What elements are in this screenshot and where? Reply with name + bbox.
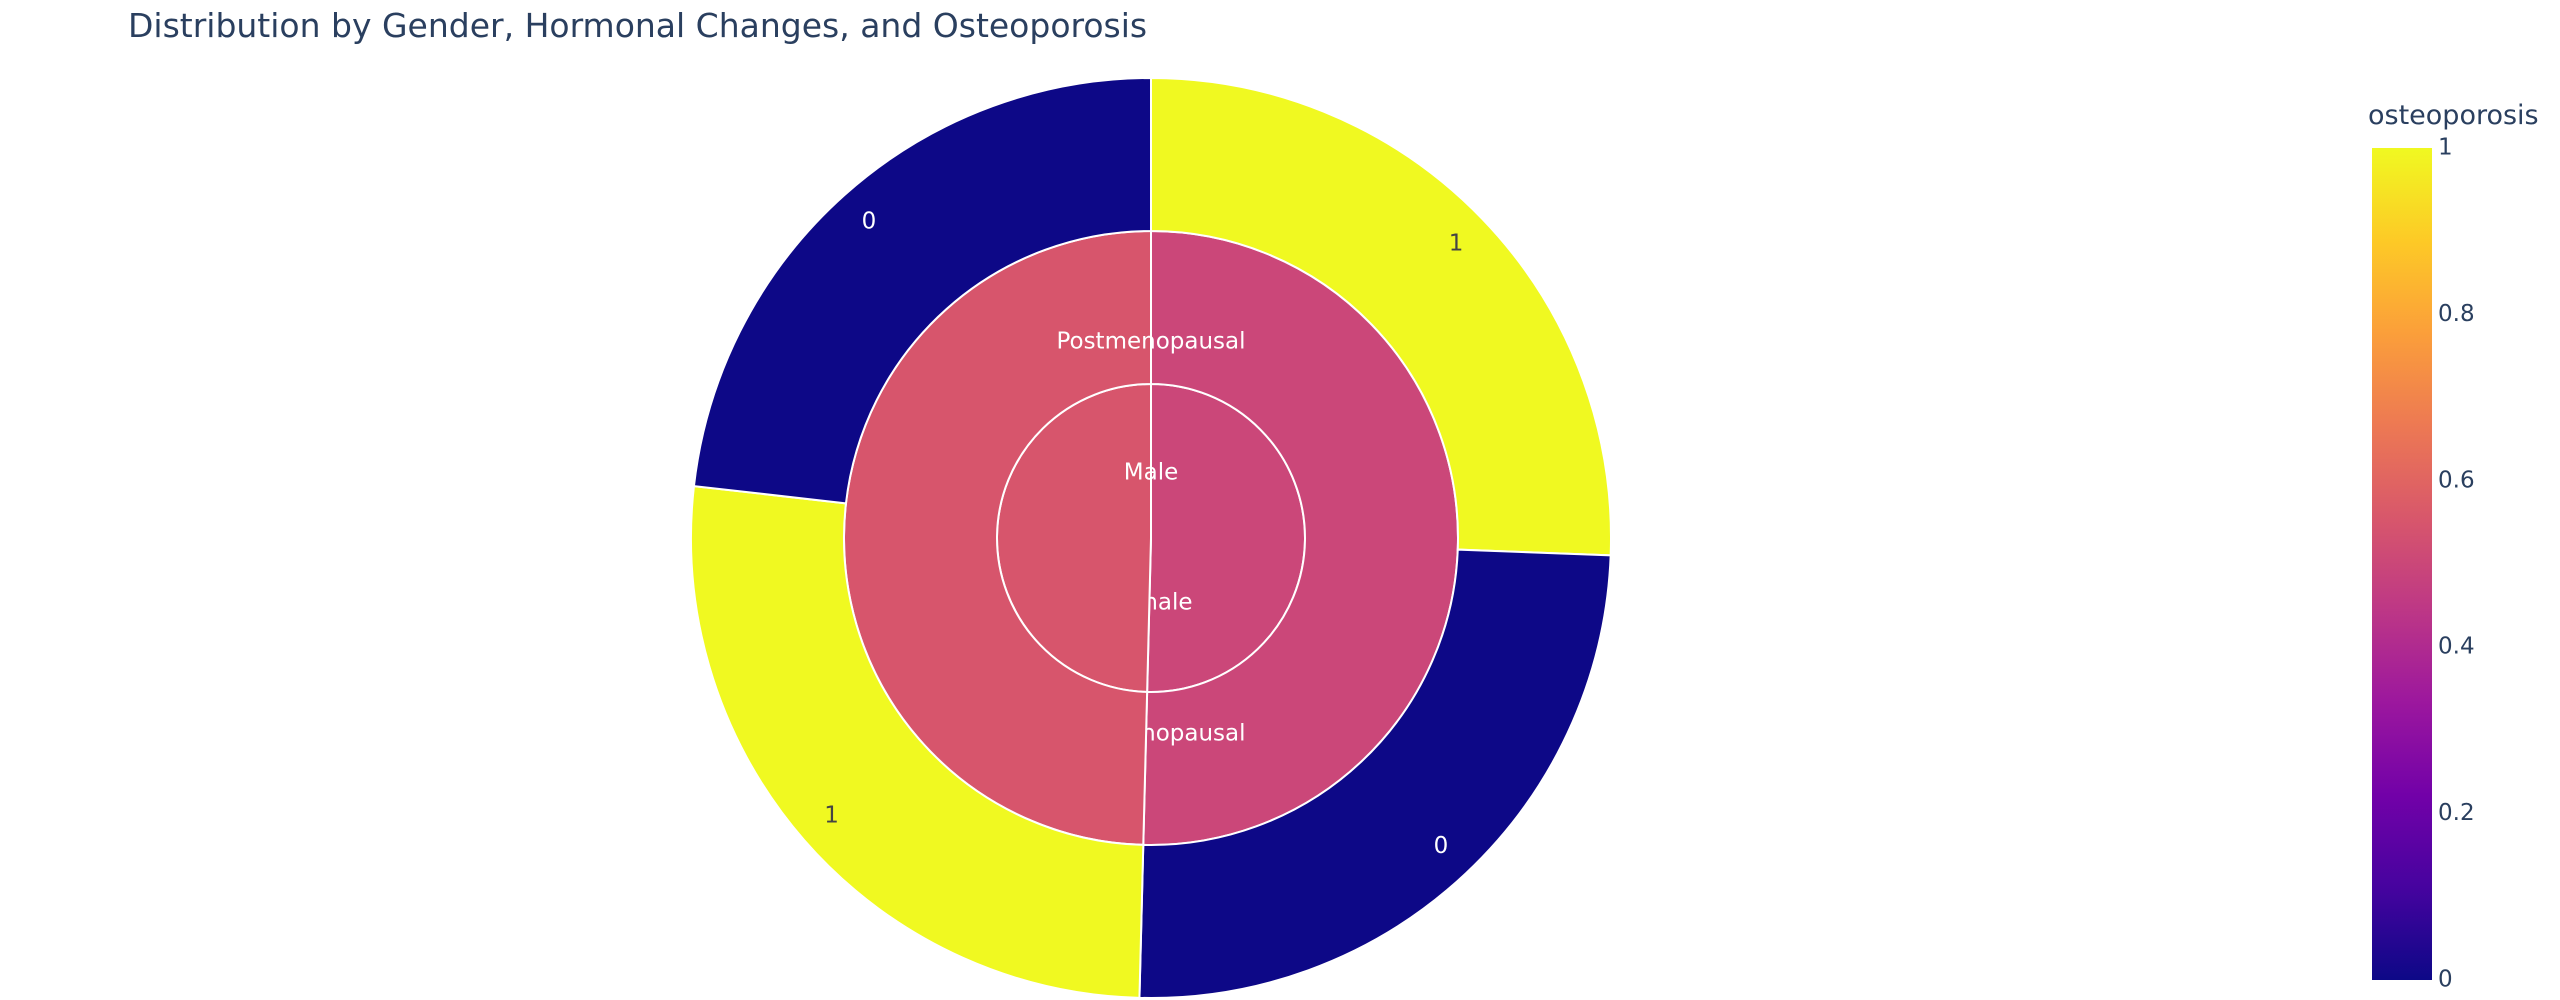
colorbar-tick-label: 0.2 <box>2438 800 2475 826</box>
colorbar: osteoporosis 0 0.2 0.4 0.6 0.8 1 <box>2360 0 2560 1000</box>
colorbar-gradient <box>2372 148 2432 980</box>
sunburst-label: 1 <box>824 803 839 829</box>
colorbar-tick-label: 0.8 <box>2438 301 2475 327</box>
sunburst-segment-female-postmenopausal-0[interactable]: 0 <box>1138 548 1612 999</box>
chart-title: Distribution by Gender, Hormonal Changes… <box>128 6 1148 45</box>
sunburst-wedge[interactable] <box>690 484 1145 999</box>
sunburst-segment-male-postmenopausal-1[interactable]: 1 <box>690 484 1145 999</box>
sunburst-wedge[interactable] <box>1150 76 1612 557</box>
colorbar-tick-label: 0.4 <box>2438 634 2475 660</box>
sunburst-label: 0 <box>862 209 877 235</box>
colorbar-title: osteoporosis <box>2368 100 2539 131</box>
sunburst-wedge[interactable] <box>1138 548 1612 999</box>
sunburst-segment-male-postmenopausal-0[interactable]: 0 <box>692 76 1152 505</box>
colorbar-tick-label: 1 <box>2438 135 2453 161</box>
colorbar-tick-label: 0 <box>2438 967 2453 993</box>
sunburst-label: Male <box>1124 460 1178 486</box>
sunburst-wedge[interactable] <box>692 76 1152 505</box>
sunburst-segment-female-postmenopausal-1[interactable]: 1 <box>1150 76 1612 557</box>
sunburst-label: 1 <box>1449 231 1464 257</box>
colorbar-scale: 0 0.2 0.4 0.6 0.8 1 <box>2372 135 2475 993</box>
sunburst-label: 0 <box>1434 833 1449 859</box>
colorbar-tick-label: 0.6 <box>2438 467 2475 493</box>
sunburst-label: Postmenopausal <box>1056 329 1245 355</box>
